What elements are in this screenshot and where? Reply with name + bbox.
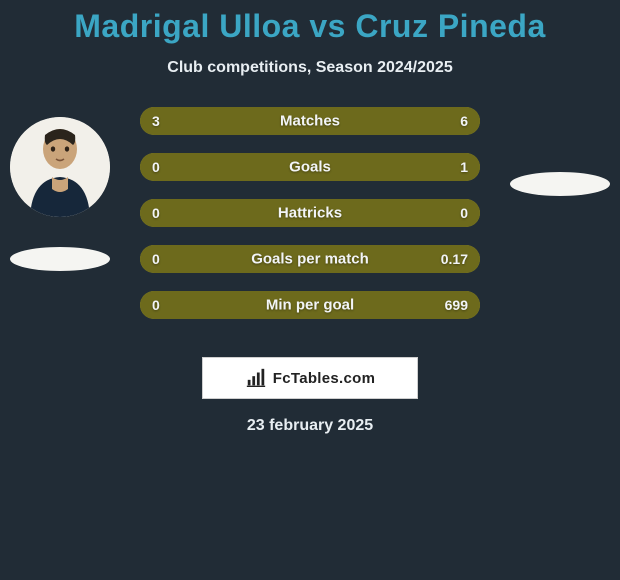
date-label: 23 february 2025: [0, 417, 620, 435]
stat-bars: 36Matches 01Goals 00Hattricks 00.17Goals pe…: [140, 107, 480, 337]
player-name-badge-right: [510, 172, 610, 196]
stat-bar-fill-right: [150, 245, 480, 273]
watermark: FcTables.com: [202, 357, 418, 399]
stat-bar-fill-left: [140, 107, 252, 135]
page-subtitle: Club competitions, Season 2024/2025: [0, 59, 620, 77]
watermark-text: FcTables.com: [273, 370, 376, 387]
stat-bar-fill-right: [310, 199, 480, 227]
comparison-stage: 36Matches 01Goals 00Hattricks 00.17Goals pe…: [0, 107, 620, 347]
stat-bar: 36Matches: [140, 107, 480, 135]
stat-bar-fill-left: [140, 245, 150, 273]
stat-bar-fill-left: [140, 153, 150, 181]
player-name-badge-left: [10, 247, 110, 271]
stat-bar-fill-left: [140, 199, 310, 227]
stat-bar-fill-left: [140, 291, 150, 319]
avatar-left: [10, 117, 110, 217]
page-title: Madrigal Ulloa vs Cruz Pineda: [0, 0, 620, 45]
bar-chart-icon: [245, 367, 267, 389]
stat-bar: 00.17Goals per match: [140, 245, 480, 273]
stat-bar-fill-right: [150, 291, 480, 319]
stat-bar: 0699Min per goal: [140, 291, 480, 319]
stat-bar-fill-right: [150, 153, 480, 181]
stat-bar: 00Hattricks: [140, 199, 480, 227]
stat-bar-fill-right: [252, 107, 480, 135]
stat-bar: 01Goals: [140, 153, 480, 181]
person-icon: [10, 117, 110, 217]
